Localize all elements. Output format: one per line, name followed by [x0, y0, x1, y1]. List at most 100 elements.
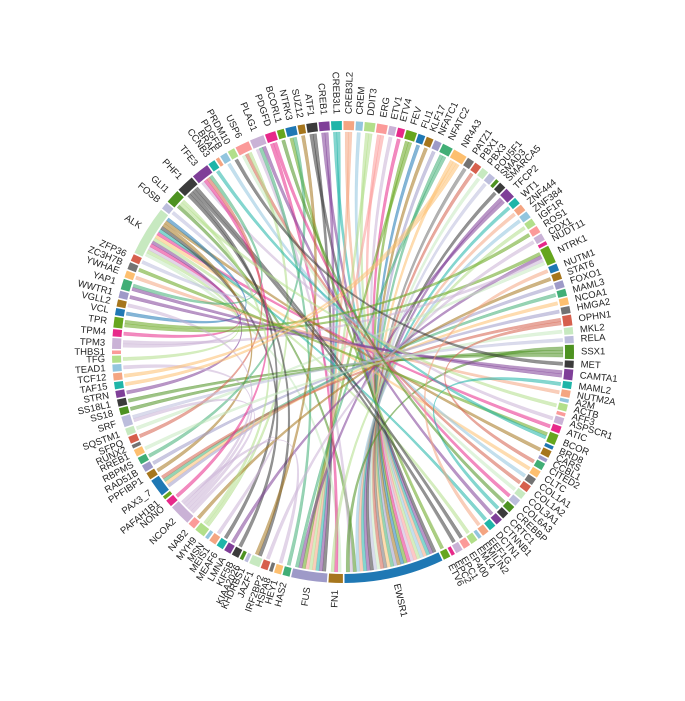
node-arc [483, 173, 495, 185]
node-arc [330, 121, 342, 131]
node-arc [493, 182, 506, 195]
chord [444, 321, 562, 464]
chord [281, 139, 506, 504]
node-arc [269, 562, 276, 572]
chord [124, 252, 542, 333]
node-arc [415, 133, 426, 145]
node-arc [112, 364, 122, 372]
node-label: FUS [300, 587, 314, 607]
node-arc [537, 241, 548, 249]
node-label: CREB3L1 [329, 72, 341, 115]
node-arc [318, 121, 330, 132]
node-label: OPHN1 [578, 309, 612, 324]
node-arc [519, 481, 531, 493]
chord [144, 329, 563, 451]
node-arc [162, 490, 173, 500]
node-arc [118, 290, 129, 300]
node-label: TCF12 [77, 372, 107, 386]
node-arc [463, 157, 475, 170]
node-arc [524, 218, 536, 230]
chord [254, 135, 317, 556]
chord [205, 151, 289, 527]
node-arc [264, 131, 278, 144]
node-arc [355, 121, 364, 131]
node-arc [550, 423, 562, 434]
node-label: TPR [87, 313, 107, 326]
chord [135, 275, 560, 395]
node-arc [282, 566, 292, 577]
chord [122, 249, 240, 361]
node-arc [496, 507, 509, 519]
chord [132, 338, 564, 419]
node-label: ALK [122, 213, 144, 232]
node-arc [205, 530, 214, 540]
chord [124, 163, 460, 387]
chord [123, 161, 457, 378]
node-label: ERG [378, 96, 392, 118]
node-label: STRN [83, 390, 111, 406]
node-arc [556, 288, 568, 298]
node-arc [209, 533, 221, 545]
node-arc [553, 415, 565, 426]
node-arc [249, 135, 267, 149]
chord [180, 439, 300, 564]
node-arc [121, 414, 134, 428]
node-arc [141, 461, 154, 472]
chord [138, 176, 263, 439]
node-label: FN1 [329, 590, 341, 608]
node-arc [563, 368, 574, 381]
node-label: TAF15 [79, 381, 108, 396]
node-arc [513, 204, 526, 216]
node-arc [508, 197, 520, 210]
node-arc [113, 316, 124, 329]
chord [190, 436, 276, 535]
node-arc [127, 262, 139, 273]
node-arc [557, 402, 568, 412]
node-label: TPM4 [80, 325, 106, 338]
node-arc [514, 487, 526, 500]
node-arc [529, 466, 541, 478]
node-arc [556, 410, 566, 417]
node-arc [404, 129, 417, 142]
node-arc [161, 202, 174, 215]
chord [423, 269, 549, 527]
node-arc [477, 524, 489, 536]
node-arc [431, 140, 442, 152]
node-arc [387, 125, 397, 137]
chord [137, 267, 549, 437]
node-arc [166, 494, 178, 507]
node-arc [128, 433, 140, 444]
node-arc [562, 380, 573, 390]
node-arc [538, 455, 548, 463]
node-label: MET [580, 359, 601, 371]
node-arc [564, 335, 574, 344]
node-arc [490, 513, 502, 525]
node-label: CREB3L2 [344, 72, 356, 115]
node-arc [558, 297, 570, 307]
node-arc [124, 270, 136, 281]
chord [141, 210, 252, 298]
node-arc [134, 209, 169, 257]
chord [127, 303, 253, 507]
node-arc [125, 425, 137, 436]
node-arc [224, 542, 235, 554]
node-arc [114, 308, 126, 317]
chord [131, 286, 563, 378]
chord [179, 202, 558, 408]
chord [123, 364, 253, 510]
node-arc [490, 179, 499, 189]
node-arc [291, 568, 328, 583]
node-arc [195, 522, 210, 537]
node-arc [112, 355, 122, 363]
node-arc [540, 447, 552, 458]
node-arc [484, 518, 496, 531]
node-arc [459, 537, 471, 549]
node-arc [244, 552, 252, 563]
node-label: VCL [90, 302, 110, 316]
chord [135, 261, 546, 431]
node-label: TFG [86, 354, 105, 366]
node-arc [112, 329, 123, 337]
node-label: ETV1 [389, 95, 405, 121]
